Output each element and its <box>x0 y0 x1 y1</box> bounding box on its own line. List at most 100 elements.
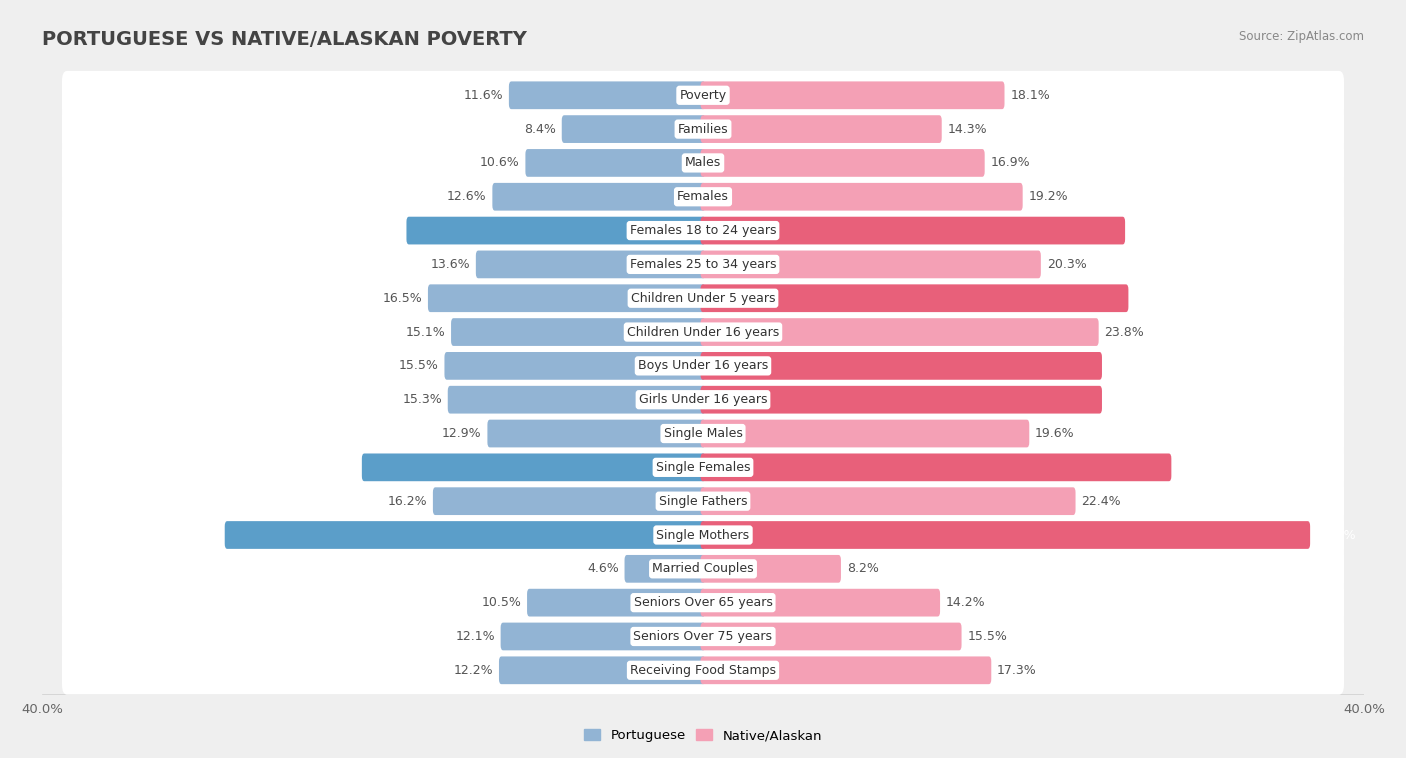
FancyBboxPatch shape <box>488 420 706 447</box>
Text: Families: Families <box>678 123 728 136</box>
Text: Single Females: Single Females <box>655 461 751 474</box>
FancyBboxPatch shape <box>62 578 1344 627</box>
FancyBboxPatch shape <box>700 522 1310 549</box>
Text: Boys Under 16 years: Boys Under 16 years <box>638 359 768 372</box>
FancyBboxPatch shape <box>427 284 706 312</box>
Text: 19.6%: 19.6% <box>1035 427 1074 440</box>
Text: Receiving Food Stamps: Receiving Food Stamps <box>630 664 776 677</box>
FancyBboxPatch shape <box>62 375 1344 424</box>
Text: Girls Under 16 years: Girls Under 16 years <box>638 393 768 406</box>
FancyBboxPatch shape <box>700 453 1171 481</box>
FancyBboxPatch shape <box>700 589 941 616</box>
Text: 19.2%: 19.2% <box>1028 190 1069 203</box>
FancyBboxPatch shape <box>62 71 1344 120</box>
FancyBboxPatch shape <box>700 183 1022 211</box>
FancyBboxPatch shape <box>433 487 706 515</box>
FancyBboxPatch shape <box>624 555 706 583</box>
FancyBboxPatch shape <box>62 342 1344 390</box>
FancyBboxPatch shape <box>62 477 1344 525</box>
FancyBboxPatch shape <box>700 386 1102 414</box>
Text: PORTUGUESE VS NATIVE/ALASKAN POVERTY: PORTUGUESE VS NATIVE/ALASKAN POVERTY <box>42 30 527 49</box>
Text: 10.5%: 10.5% <box>481 596 522 609</box>
Text: Children Under 16 years: Children Under 16 years <box>627 325 779 339</box>
Text: 18.1%: 18.1% <box>1011 89 1050 102</box>
Text: 13.6%: 13.6% <box>430 258 470 271</box>
FancyBboxPatch shape <box>447 386 706 414</box>
FancyBboxPatch shape <box>62 612 1344 661</box>
FancyBboxPatch shape <box>62 206 1344 255</box>
FancyBboxPatch shape <box>562 115 706 143</box>
Text: 24.0%: 24.0% <box>1108 393 1147 406</box>
Text: 25.4%: 25.4% <box>1130 224 1171 237</box>
Text: 20.3%: 20.3% <box>1046 258 1087 271</box>
FancyBboxPatch shape <box>700 217 1125 244</box>
Text: Females 25 to 34 years: Females 25 to 34 years <box>630 258 776 271</box>
Text: Single Mothers: Single Mothers <box>657 528 749 541</box>
Text: 12.1%: 12.1% <box>456 630 495 643</box>
FancyBboxPatch shape <box>700 622 962 650</box>
Text: 16.9%: 16.9% <box>990 156 1031 170</box>
Text: 8.4%: 8.4% <box>524 123 555 136</box>
FancyBboxPatch shape <box>225 522 706 549</box>
FancyBboxPatch shape <box>62 308 1344 356</box>
FancyBboxPatch shape <box>475 251 706 278</box>
FancyBboxPatch shape <box>444 352 706 380</box>
Text: 11.6%: 11.6% <box>464 89 503 102</box>
Text: 12.6%: 12.6% <box>447 190 486 203</box>
Text: 15.3%: 15.3% <box>402 393 441 406</box>
FancyBboxPatch shape <box>62 443 1344 492</box>
FancyBboxPatch shape <box>499 656 706 684</box>
Text: 15.5%: 15.5% <box>399 359 439 372</box>
FancyBboxPatch shape <box>700 284 1129 312</box>
FancyBboxPatch shape <box>700 420 1029 447</box>
Text: 23.8%: 23.8% <box>1105 325 1144 339</box>
FancyBboxPatch shape <box>62 240 1344 289</box>
FancyBboxPatch shape <box>700 352 1102 380</box>
FancyBboxPatch shape <box>526 149 706 177</box>
Text: 14.2%: 14.2% <box>946 596 986 609</box>
Text: 16.2%: 16.2% <box>388 495 427 508</box>
Text: 8.2%: 8.2% <box>846 562 879 575</box>
FancyBboxPatch shape <box>700 115 942 143</box>
Text: 10.6%: 10.6% <box>479 156 520 170</box>
Text: Females: Females <box>678 190 728 203</box>
Text: 15.5%: 15.5% <box>967 630 1007 643</box>
FancyBboxPatch shape <box>700 251 1040 278</box>
Text: 12.2%: 12.2% <box>454 664 494 677</box>
Text: 24.0%: 24.0% <box>1108 359 1147 372</box>
FancyBboxPatch shape <box>492 183 706 211</box>
Text: Poverty: Poverty <box>679 89 727 102</box>
FancyBboxPatch shape <box>700 318 1098 346</box>
Text: 4.6%: 4.6% <box>586 562 619 575</box>
FancyBboxPatch shape <box>700 81 1004 109</box>
FancyBboxPatch shape <box>361 453 706 481</box>
Text: 17.3%: 17.3% <box>997 664 1036 677</box>
FancyBboxPatch shape <box>406 217 706 244</box>
Text: Source: ZipAtlas.com: Source: ZipAtlas.com <box>1239 30 1364 43</box>
Text: 36.6%: 36.6% <box>1316 528 1355 541</box>
FancyBboxPatch shape <box>62 511 1344 559</box>
Text: 25.6%: 25.6% <box>1135 292 1174 305</box>
FancyBboxPatch shape <box>62 139 1344 187</box>
FancyBboxPatch shape <box>527 589 706 616</box>
FancyBboxPatch shape <box>62 105 1344 153</box>
FancyBboxPatch shape <box>700 555 841 583</box>
Text: Males: Males <box>685 156 721 170</box>
Legend: Portuguese, Native/Alaskan: Portuguese, Native/Alaskan <box>579 724 827 747</box>
Text: 14.3%: 14.3% <box>948 123 987 136</box>
FancyBboxPatch shape <box>509 81 706 109</box>
Text: 22.4%: 22.4% <box>1081 495 1121 508</box>
Text: 15.1%: 15.1% <box>405 325 446 339</box>
Text: 16.5%: 16.5% <box>382 292 422 305</box>
FancyBboxPatch shape <box>700 487 1076 515</box>
Text: 12.9%: 12.9% <box>441 427 482 440</box>
FancyBboxPatch shape <box>700 149 984 177</box>
Text: Married Couples: Married Couples <box>652 562 754 575</box>
Text: 28.2%: 28.2% <box>1177 461 1216 474</box>
FancyBboxPatch shape <box>62 409 1344 458</box>
Text: Seniors Over 75 years: Seniors Over 75 years <box>634 630 772 643</box>
Text: Females 18 to 24 years: Females 18 to 24 years <box>630 224 776 237</box>
FancyBboxPatch shape <box>62 172 1344 221</box>
FancyBboxPatch shape <box>501 622 706 650</box>
FancyBboxPatch shape <box>700 656 991 684</box>
